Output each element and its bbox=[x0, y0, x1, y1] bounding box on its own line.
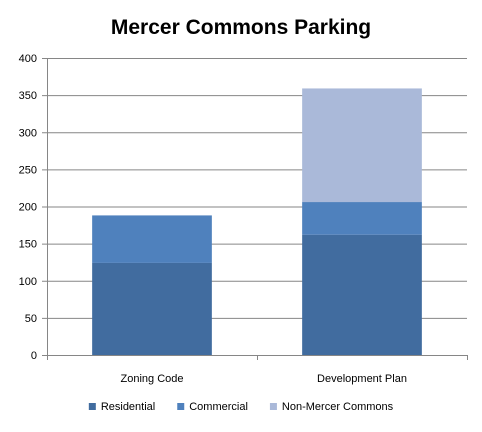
bar-segment-residential bbox=[92, 262, 212, 355]
y-tick-label: 50 bbox=[25, 313, 37, 325]
chart-title: Mercer Commons Parking bbox=[111, 16, 371, 39]
bar-segment-residential bbox=[302, 234, 422, 355]
bar-segment-commercial bbox=[302, 202, 422, 235]
y-tick-label: 0 bbox=[31, 350, 37, 362]
y-tick-label: 300 bbox=[19, 127, 37, 139]
x-tick-label: Development Plan bbox=[317, 373, 407, 385]
legend: Residential Commercial Non-Mercer Commons bbox=[88, 401, 394, 413]
x-tick-labels: Zoning Code Development Plan bbox=[121, 373, 407, 385]
axes bbox=[42, 58, 468, 360]
y-tick-label: 350 bbox=[19, 90, 37, 102]
legend-label: Residential bbox=[101, 401, 155, 413]
y-tick-label: 200 bbox=[19, 202, 37, 214]
y-tick-label: 250 bbox=[19, 164, 37, 176]
y-tick-label: 400 bbox=[19, 53, 37, 65]
bar-segment-non-mercer-commons bbox=[302, 88, 422, 203]
y-tick-labels: 0 50 100 150 200 250 300 350 400 bbox=[19, 53, 37, 362]
bar-segment-commercial bbox=[92, 215, 212, 263]
legend-label: Commercial bbox=[189, 401, 248, 413]
legend-swatch bbox=[88, 403, 96, 410]
legend-swatch bbox=[177, 403, 185, 410]
y-tick-label: 100 bbox=[19, 276, 37, 288]
x-tick-label: Zoning Code bbox=[121, 373, 184, 385]
legend-label: Non-Mercer Commons bbox=[282, 401, 394, 413]
bars bbox=[92, 88, 422, 355]
legend-swatch bbox=[269, 403, 277, 410]
y-tick-label: 150 bbox=[19, 239, 37, 251]
